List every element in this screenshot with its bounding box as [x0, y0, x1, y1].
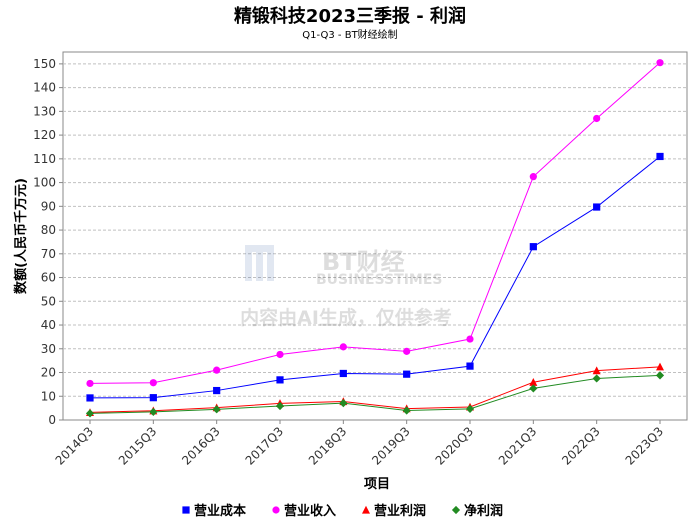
data-point — [86, 379, 94, 388]
watermark-brand: BT财经 — [322, 248, 405, 276]
y-tick-label: 40 — [41, 318, 56, 332]
y-tick-label: 110 — [33, 152, 56, 166]
y-tick-label: 20 — [41, 366, 56, 380]
watermark-notice: 内容由AI生成，仅供参考 — [240, 306, 452, 329]
data-point — [655, 371, 665, 380]
data-point — [403, 347, 411, 355]
legend-item: 营业成本 — [182, 503, 246, 519]
y-tick-label: 30 — [41, 342, 56, 356]
legend-item: 营业利润 — [362, 503, 426, 519]
y-tick-label: 140 — [33, 81, 56, 95]
data-point — [656, 362, 664, 371]
y-tick-label: 80 — [41, 223, 56, 237]
data-point — [656, 152, 664, 161]
series-line — [89, 366, 661, 413]
y-tick-label: 90 — [41, 199, 56, 213]
data-point — [465, 404, 475, 413]
data-point — [276, 376, 284, 384]
data-point — [149, 379, 157, 387]
x-axis-ticks: 2014Q3 2015Q3 2016Q3 2017Q3 2018Q3 2019Q3 2020… — [53, 420, 667, 468]
data-point — [466, 335, 474, 343]
legend-marker — [272, 506, 280, 514]
x-tick-label: 2014Q3 — [53, 424, 97, 468]
data-point — [212, 405, 221, 414]
legend-marker — [182, 506, 190, 514]
data-point — [529, 243, 537, 251]
series-layer — [85, 59, 665, 418]
watermark: BT财经 BUSINESSTIMES 内容由AI生成，仅供参考 — [240, 245, 452, 329]
data-point — [592, 374, 601, 383]
data-point — [149, 394, 157, 402]
data-point — [466, 362, 474, 370]
y-tick-label: 60 — [41, 271, 56, 285]
series-line — [89, 156, 661, 399]
x-tick-label: 2015Q3 — [116, 424, 160, 468]
x-tick-label: 2019Q3 — [369, 424, 413, 468]
y-tick-label: 10 — [41, 389, 56, 403]
bt-logo-icon — [245, 245, 274, 281]
y-tick-label: 130 — [33, 104, 56, 118]
chart-subtitle: Q1-Q3 - BT财经绘制 — [302, 28, 397, 41]
data-point — [275, 401, 285, 411]
legend-label: 营业成本 — [194, 503, 246, 519]
x-tick-label: 2023Q3 — [623, 424, 667, 468]
y-tick-label: 70 — [41, 247, 56, 261]
series-1 — [86, 59, 664, 388]
series-0 — [86, 152, 664, 402]
x-tick-label: 2020Q3 — [433, 424, 477, 468]
x-tick-label: 2018Q3 — [306, 424, 350, 468]
data-point — [213, 366, 221, 374]
y-axis-ticks: 0 10 20 30 40 50 60 70 80 90 100 110 120 130 140 150 — [33, 57, 63, 427]
data-point — [339, 399, 348, 408]
legend-item: 净利润 — [451, 503, 503, 519]
data-point — [276, 350, 284, 359]
data-point — [213, 386, 221, 395]
watermark-brand-en: BUSINESSTIMES — [316, 272, 443, 288]
legend-label: 营业收入 — [284, 503, 336, 519]
data-point — [529, 173, 537, 181]
data-point — [339, 343, 347, 351]
data-point — [85, 409, 95, 418]
grid-lines — [63, 63, 687, 397]
legend: 营业成本 营业收入 营业利润 净利润 — [182, 503, 503, 519]
legend-item: 营业收入 — [272, 503, 336, 519]
data-point — [656, 59, 664, 67]
data-point — [592, 366, 601, 375]
legend-marker — [451, 505, 461, 515]
series-3 — [85, 371, 665, 418]
data-point — [529, 378, 538, 386]
data-point — [149, 407, 158, 417]
data-point — [529, 384, 538, 393]
y-tick-label: 100 — [33, 176, 56, 190]
data-point — [402, 406, 411, 415]
y-tick-label: 120 — [33, 128, 56, 142]
y-axis-label: 数额(人民币千万元) — [13, 178, 29, 294]
plot-area — [62, 51, 688, 421]
legend-label: 净利润 — [464, 503, 503, 519]
x-tick-label: 2016Q3 — [179, 424, 223, 468]
data-point — [593, 203, 601, 211]
legend-marker — [362, 505, 370, 514]
series-line — [89, 62, 661, 384]
y-tick-label: 0 — [48, 413, 56, 427]
x-tick-label: 2021Q3 — [496, 424, 540, 468]
y-tick-label: 150 — [33, 57, 56, 71]
x-axis-label: 项目 — [364, 477, 390, 492]
x-tick-label: 2022Q3 — [559, 424, 603, 468]
data-point — [403, 370, 411, 378]
chart-title: 精锻科技2023三季报 - 利润 — [234, 5, 466, 27]
data-point — [593, 114, 601, 123]
data-point — [86, 394, 94, 402]
x-tick-label: 2017Q3 — [243, 424, 287, 468]
y-tick-label: 50 — [41, 294, 56, 308]
data-point — [339, 369, 347, 378]
legend-label: 营业利润 — [374, 503, 426, 519]
series-line — [89, 374, 661, 414]
